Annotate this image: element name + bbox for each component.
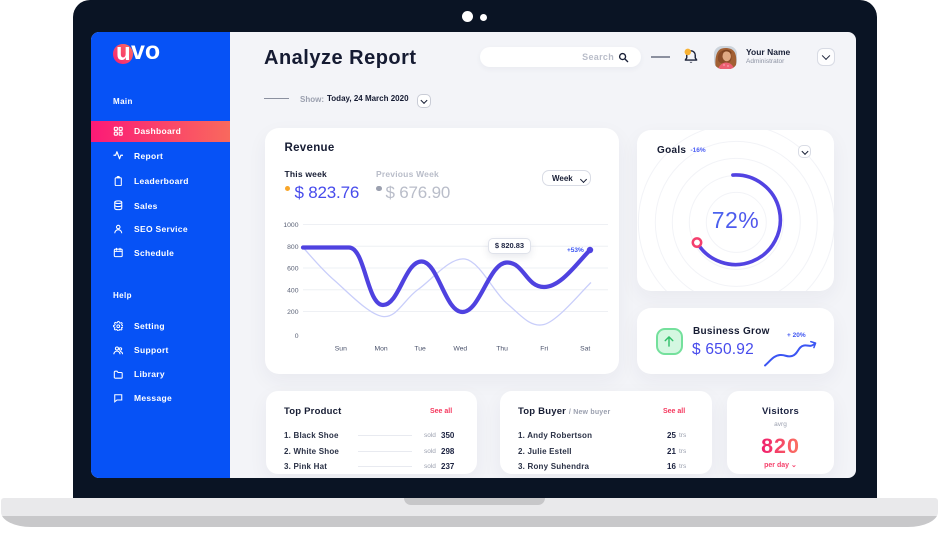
svg-text:1000: 1000 xyxy=(283,222,298,229)
svg-text:Sat: Sat xyxy=(580,346,590,353)
svg-text:Thu: Thu xyxy=(496,346,508,353)
svg-text:Fri: Fri xyxy=(540,346,548,353)
svg-text:200: 200 xyxy=(287,309,299,316)
svg-text:Sun: Sun xyxy=(335,346,347,353)
svg-text:0: 0 xyxy=(295,333,299,340)
svg-text:800: 800 xyxy=(287,244,299,251)
svg-text:600: 600 xyxy=(287,266,299,273)
svg-text:Mon: Mon xyxy=(374,346,387,353)
svg-text:Wed: Wed xyxy=(453,346,467,353)
svg-text:400: 400 xyxy=(287,287,299,294)
svg-text:Tue: Tue xyxy=(414,346,426,353)
